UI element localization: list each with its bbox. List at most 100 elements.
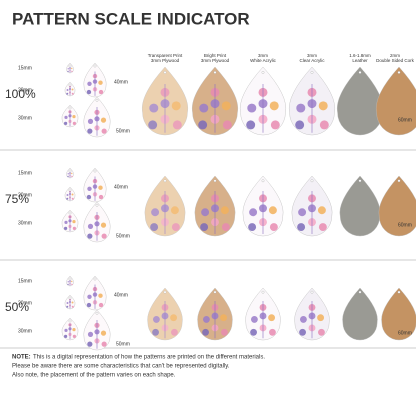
earring-hole: [68, 188, 72, 192]
pattern-flower: [67, 70, 69, 73]
earring-hole: [163, 290, 167, 294]
size-label: 20mm: [18, 87, 32, 93]
pattern-flower: [66, 194, 69, 196]
pattern-flower: [66, 92, 69, 95]
pattern-flower: [87, 118, 94, 124]
earring-hole: [261, 71, 265, 74]
pattern-flower: [71, 305, 74, 308]
pattern-flower: [64, 334, 68, 338]
large-size-label: 60mm: [398, 330, 412, 336]
earring: [66, 62, 74, 74]
pattern-flower: [249, 208, 258, 217]
material-name: 2mm: [390, 53, 400, 58]
pattern-flower: [72, 334, 76, 338]
material-name: Transparent Print: [148, 53, 183, 58]
pattern-flower: [250, 315, 258, 323]
pattern-flower: [72, 121, 76, 125]
earring-hole: [93, 169, 97, 173]
pattern-flower: [98, 185, 103, 190]
earring: [64, 81, 76, 97]
pattern-flower: [64, 115, 68, 119]
pattern-flower: [297, 223, 306, 232]
pattern-flower: [98, 194, 104, 200]
earring: [83, 309, 111, 351]
earring: [288, 66, 336, 136]
pattern-flower: [98, 302, 104, 308]
earring-hole: [397, 71, 401, 74]
pattern-flower: [101, 128, 107, 134]
earring: [239, 66, 287, 136]
earring: [375, 66, 416, 136]
pattern-flower: [202, 328, 209, 336]
material-name: 3mm: [307, 53, 317, 58]
earring: [197, 287, 233, 341]
pattern-flower: [318, 223, 327, 232]
pattern-flower: [100, 117, 107, 123]
earring-hole: [68, 106, 72, 110]
pattern-flower: [318, 328, 325, 336]
earring-hole: [213, 290, 217, 294]
pattern-flower: [98, 293, 103, 298]
earring-hole: [310, 290, 314, 294]
earring-hole: [163, 179, 167, 183]
pattern-flower: [247, 103, 257, 113]
note-line: Please be aware there are some character…: [12, 364, 230, 370]
earring: [144, 175, 186, 237]
pattern-flower: [64, 328, 68, 332]
pattern-flower: [67, 175, 69, 178]
scale-label: 100%: [5, 87, 36, 101]
earring: [66, 167, 74, 179]
earring-hole: [68, 277, 72, 281]
material-detail: 3mm Plywood: [151, 58, 180, 63]
pattern-flower: [71, 193, 74, 196]
pattern-flower: [150, 223, 159, 232]
earring-hole: [93, 277, 97, 281]
pattern-flower: [299, 328, 306, 336]
pattern-flower: [101, 233, 107, 239]
earring-hole: [95, 203, 99, 207]
earring-hole: [68, 83, 72, 87]
pattern-flower: [270, 120, 280, 130]
pattern-flower: [295, 120, 305, 130]
earring-hole: [397, 179, 401, 183]
pattern-flower: [170, 314, 178, 322]
material-name: Bright Print: [204, 53, 227, 58]
size-label: 40mm: [114, 79, 128, 85]
earring-hole: [358, 71, 362, 74]
size-label: 40mm: [114, 184, 128, 190]
pattern-flower: [86, 302, 92, 308]
pattern-flower: [201, 208, 210, 217]
pattern-flower: [98, 89, 104, 95]
earring: [381, 287, 416, 341]
earring: [61, 104, 79, 128]
pattern-flower: [171, 328, 178, 336]
pattern-flower: [87, 341, 93, 347]
material-detail: White Acrylic: [250, 58, 277, 63]
pattern-flower: [269, 101, 279, 111]
size-label: 30mm: [18, 328, 32, 334]
pattern-flower: [318, 101, 328, 111]
pattern-flower: [72, 115, 76, 119]
earring: [141, 66, 189, 136]
earring-shape: [375, 66, 416, 136]
pattern-flower: [269, 223, 278, 232]
size-label: 50mm: [116, 128, 130, 134]
earring: [61, 317, 79, 341]
earring-hole: [358, 290, 362, 294]
size-label: 50mm: [116, 233, 130, 239]
earring: [83, 167, 107, 203]
pattern-flower: [71, 280, 73, 283]
earring-hole: [68, 211, 72, 215]
pattern-flower: [71, 283, 73, 286]
note-line: This is a digital representation of how …: [33, 355, 265, 361]
pattern-flower: [66, 197, 69, 200]
pattern-flower: [87, 81, 92, 87]
material-detail: 3mm Plywood: [201, 58, 230, 63]
earring-shape: [378, 175, 416, 237]
pattern-flower: [202, 315, 210, 323]
pattern-flower: [296, 103, 306, 113]
pattern-flower: [98, 80, 103, 85]
pattern-flower: [71, 175, 73, 178]
earring-hole: [397, 290, 401, 294]
material-name: 1.6-1.8mm: [349, 53, 371, 58]
